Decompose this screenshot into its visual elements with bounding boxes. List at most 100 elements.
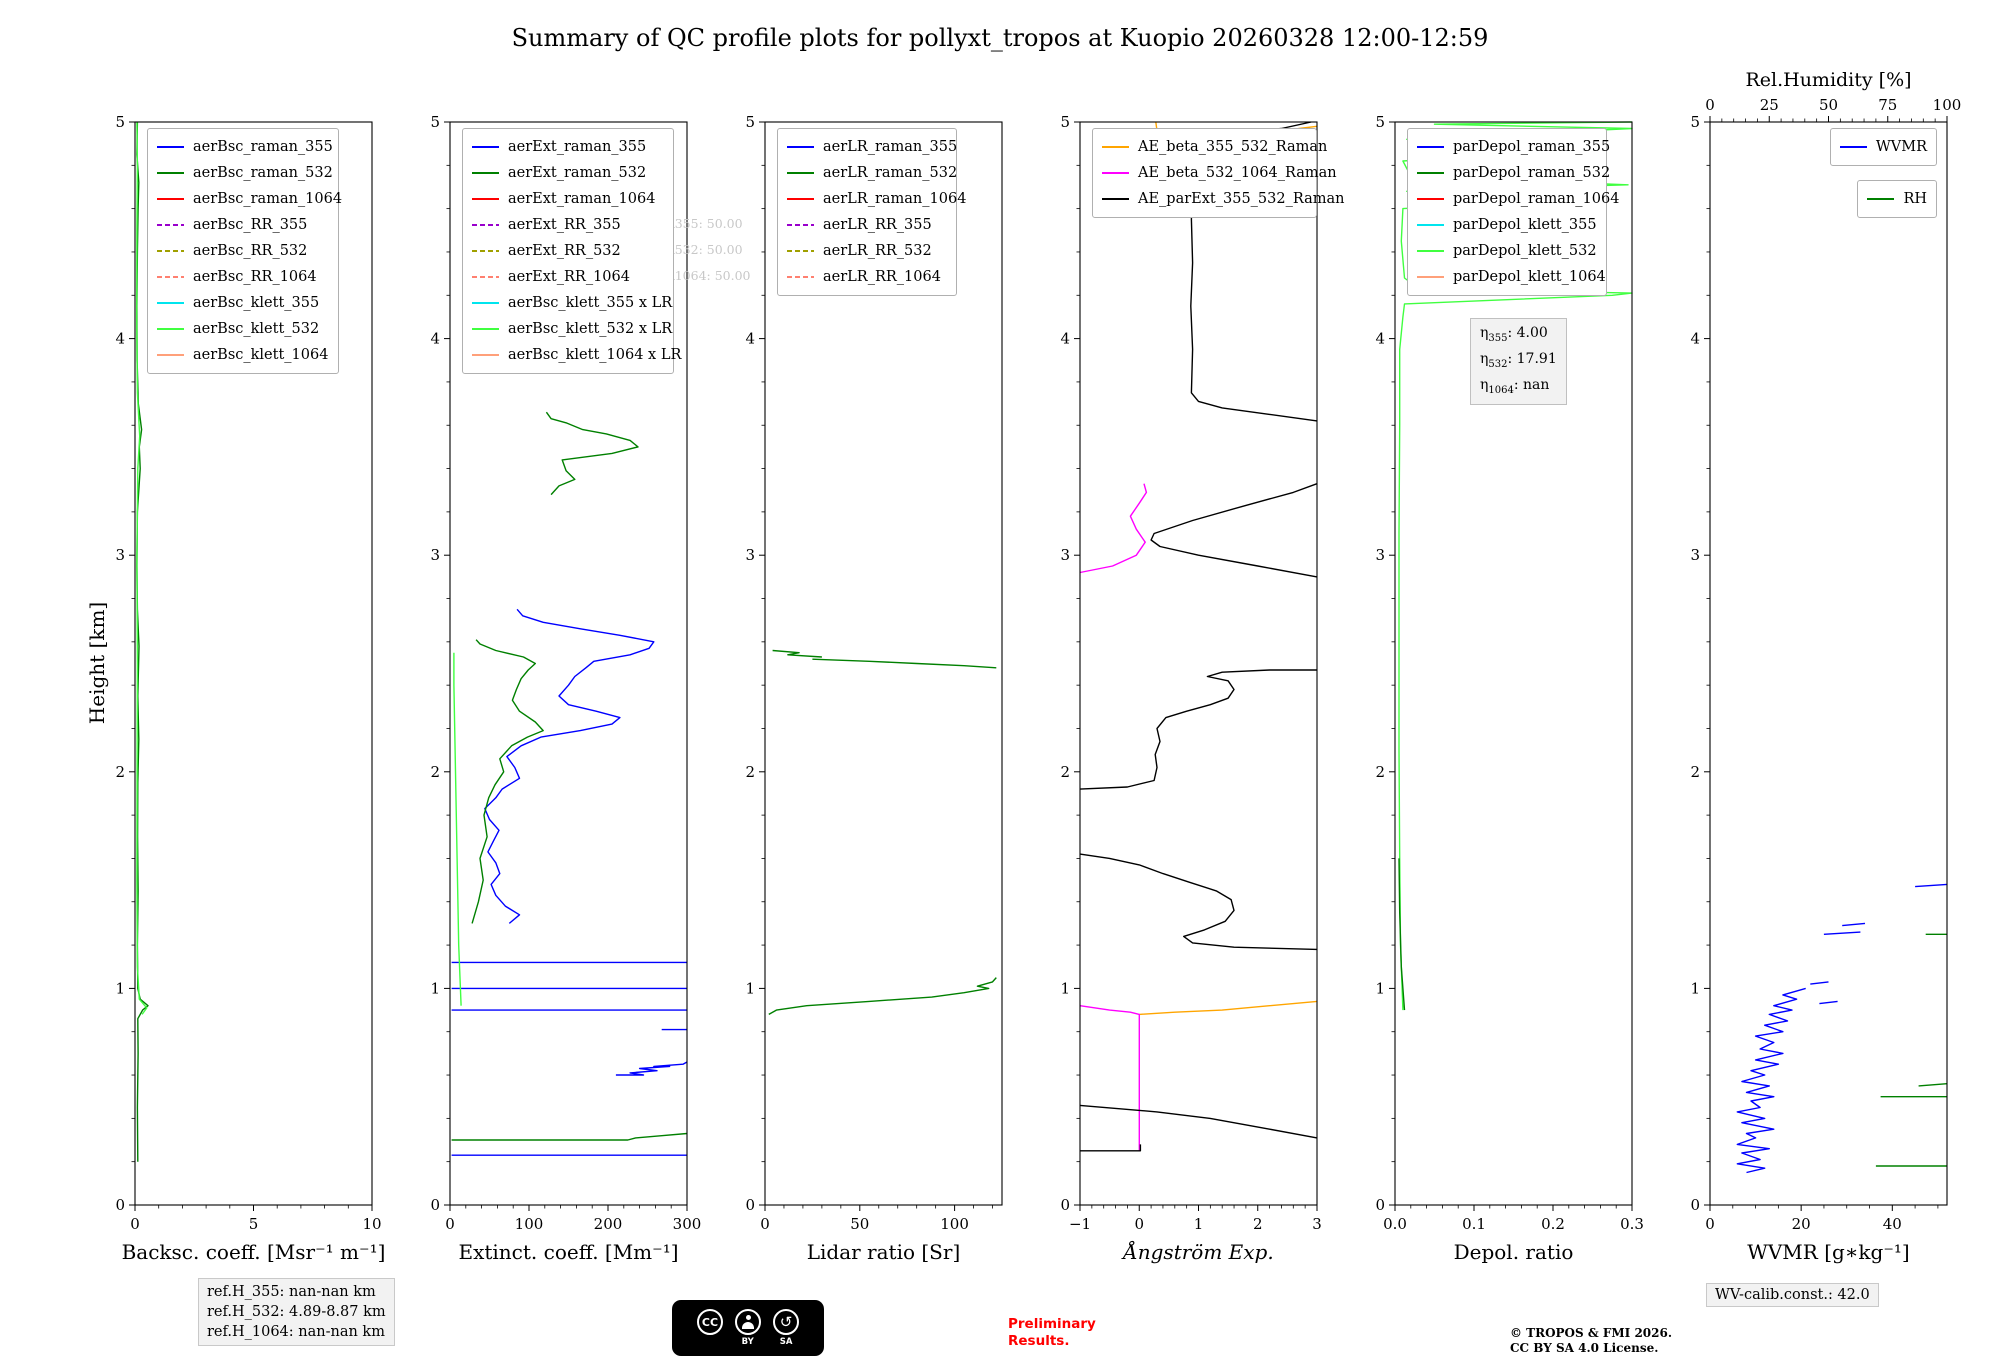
series-aerExt_raman_532	[471, 639, 544, 924]
x-tick-label: 50	[850, 1215, 869, 1233]
legend-line-sample	[1417, 146, 1444, 148]
legend-label: parDepol_raman_355	[1453, 139, 1611, 155]
x-ticks-lidar-ratio: 0 50 100	[760, 1205, 993, 1233]
y-tick-label: 2	[1060, 763, 1070, 781]
x-ticks-extinction: 0 100 200 300	[445, 1205, 701, 1233]
series-WVMR	[1915, 883, 1948, 888]
x-tick-label: −1	[1069, 1215, 1091, 1233]
eta-line: η355: 4.00	[1480, 325, 1548, 344]
x-tick-label: 0	[445, 1215, 455, 1233]
assumed-lidar-ratio-notes: LR355: 50.00 LR532: 50.00 LR1064: 50.00	[657, 211, 751, 289]
legend-label: aerExt_raman_532	[508, 165, 647, 181]
legend-item: parDepol_raman_1064	[1417, 186, 1619, 212]
y-tick-label: 5	[430, 113, 440, 131]
series-group-lidar-ratio	[768, 649, 997, 1016]
legend-item: parDepol_raman_532	[1417, 160, 1610, 186]
legend-item: WVMR	[1839, 134, 1927, 160]
series-AE_beta_532_1064_Raman	[1079, 483, 1148, 574]
legend-line-sample	[472, 328, 499, 330]
legend-item: aerBsc_klett_1064 x LR	[472, 342, 681, 368]
x-ticks-backscatter: 0 5 10	[130, 1205, 382, 1233]
legend-item: aerExt_RR_355	[472, 212, 664, 238]
legend-label: aerLR_raman_355	[823, 139, 958, 155]
series-AE_parExt_355_532_Raman	[1079, 1104, 1318, 1139]
y-tick-label: 1	[1060, 979, 1070, 997]
legend-label: aerExt_raman_1064	[508, 191, 656, 207]
x-axis-label-lidar-ratio: Lidar ratio [Sr]	[807, 1240, 961, 1264]
legend-line-sample	[157, 224, 184, 226]
y-tick-label: 4	[115, 330, 125, 348]
legend-label: aerLR_raman_1064	[823, 191, 967, 207]
ref-height-532: ref.H_532: 4.89-8.87 km	[207, 1304, 386, 1320]
legend-label: aerBsc_klett_355 x LR	[508, 295, 673, 311]
y-tick-label: 4	[1375, 330, 1385, 348]
top-axis-wvmr: 0 25 50 75 100 Rel.Humidity [%]	[1705, 69, 1961, 122]
legend-line-sample	[1417, 224, 1444, 226]
x-axis-label-wvmr: WVMR [g∗kg⁻¹]	[1747, 1240, 1909, 1264]
x-tick-label: 0.0	[1383, 1215, 1407, 1233]
legend-extinction: aerExt_raman_355 aerExt_raman_532 aerExt_r…	[462, 128, 681, 374]
series-WVMR	[1823, 931, 1861, 935]
x-axis-label-extinction: Extinct. coeff. [Mm⁻¹]	[458, 1240, 678, 1264]
x-tick-label: 0	[760, 1215, 770, 1233]
legend-item: aerBsc_RR_1064	[157, 264, 329, 290]
legend-line-sample	[472, 224, 499, 226]
series-aerExt_raman_532	[451, 1132, 688, 1141]
panel-depol-ratio: 0 1 2 3 4 5 0.0 0.1 0.2 0.3 Depol. ratio	[1375, 113, 1643, 1264]
series-WVMR	[1736, 987, 1806, 1174]
x-tick-label: 300	[673, 1215, 702, 1233]
legend-item: aerLR_RR_355	[787, 212, 947, 238]
legend-line-sample	[472, 302, 499, 304]
y-tick-label: 0	[745, 1196, 755, 1214]
legend-item: aerExt_RR_1064	[472, 264, 664, 290]
legend-label: aerBsc_RR_532	[193, 243, 308, 259]
legend-line-sample	[1417, 250, 1444, 252]
series-aerExt_raman_355	[484, 608, 655, 924]
legend-item: AE_beta_355_532_Raman	[1102, 134, 1327, 160]
y-tick-label: 2	[430, 763, 440, 781]
legend-item: aerExt_raman_355	[472, 134, 664, 160]
legend-wvmr-1: RH	[1857, 180, 1937, 218]
legend-item: aerBsc_klett_532 x LR	[472, 316, 672, 342]
legend-line-sample	[1867, 198, 1895, 200]
y-tick-label: 0	[1375, 1196, 1385, 1214]
legend-label: AE_beta_355_532_Raman	[1138, 139, 1328, 155]
legend-label: aerBsc_RR_355	[193, 217, 308, 233]
series-group-extinction	[451, 411, 688, 1156]
legend-label: aerBsc_klett_1064	[193, 347, 329, 363]
legend-angstroem: AE_beta_355_532_Raman AE_beta_532_1064_Ra…	[1092, 128, 1344, 218]
legend-depol-ratio: parDepol_raman_355 parDepol_raman_532 parD…	[1407, 128, 1619, 296]
legend-item: aerLR_raman_355	[787, 134, 957, 160]
y-tick-label: 4	[1690, 330, 1700, 348]
legend-label: aerBsc_raman_355	[193, 139, 333, 155]
legend-line-sample	[1102, 146, 1129, 148]
y-tick-label: 3	[115, 546, 125, 564]
series-aerLR_raman_532	[812, 658, 997, 669]
cc-sharealike-arrow-icon: ↺	[773, 1309, 799, 1335]
cc-text: CC	[701, 1315, 719, 1329]
legend-label: parDepol_raman_1064	[1453, 191, 1620, 207]
legend-label: aerLR_RR_532	[823, 243, 932, 259]
ref-height-355: ref.H_355: nan-nan km	[207, 1284, 376, 1300]
x-ticks-depol-ratio: 0.0 0.1 0.2 0.3	[1383, 1205, 1644, 1233]
top-tick-label: 25	[1760, 96, 1779, 114]
legend-item: aerExt_raman_532	[472, 160, 664, 186]
legend-line-sample	[157, 328, 184, 330]
x-axis-label-depol-ratio: Depol. ratio	[1454, 1240, 1574, 1264]
y-ticks-backscatter: 0 1 2 3 4 5	[115, 113, 135, 1214]
legend-label: aerLR_raman_532	[823, 165, 958, 181]
y-tick-label: 4	[1060, 330, 1070, 348]
legend-item: AE_beta_532_1064_Raman	[1102, 160, 1337, 186]
series-group-angstroem	[1079, 121, 1318, 1152]
legend-label: aerExt_raman_355	[508, 139, 647, 155]
legend-item: aerLR_raman_532	[787, 160, 957, 186]
x-tick-label: 200	[594, 1215, 623, 1233]
series-aerExt_raman_355	[615, 1061, 688, 1076]
legend-label: parDepol_raman_532	[1453, 165, 1611, 181]
cc-license-badge: CC ↺ BY SA	[672, 1300, 824, 1356]
legend-item: aerBsc_klett_1064	[157, 342, 329, 368]
x-tick-label: 100	[940, 1215, 969, 1233]
